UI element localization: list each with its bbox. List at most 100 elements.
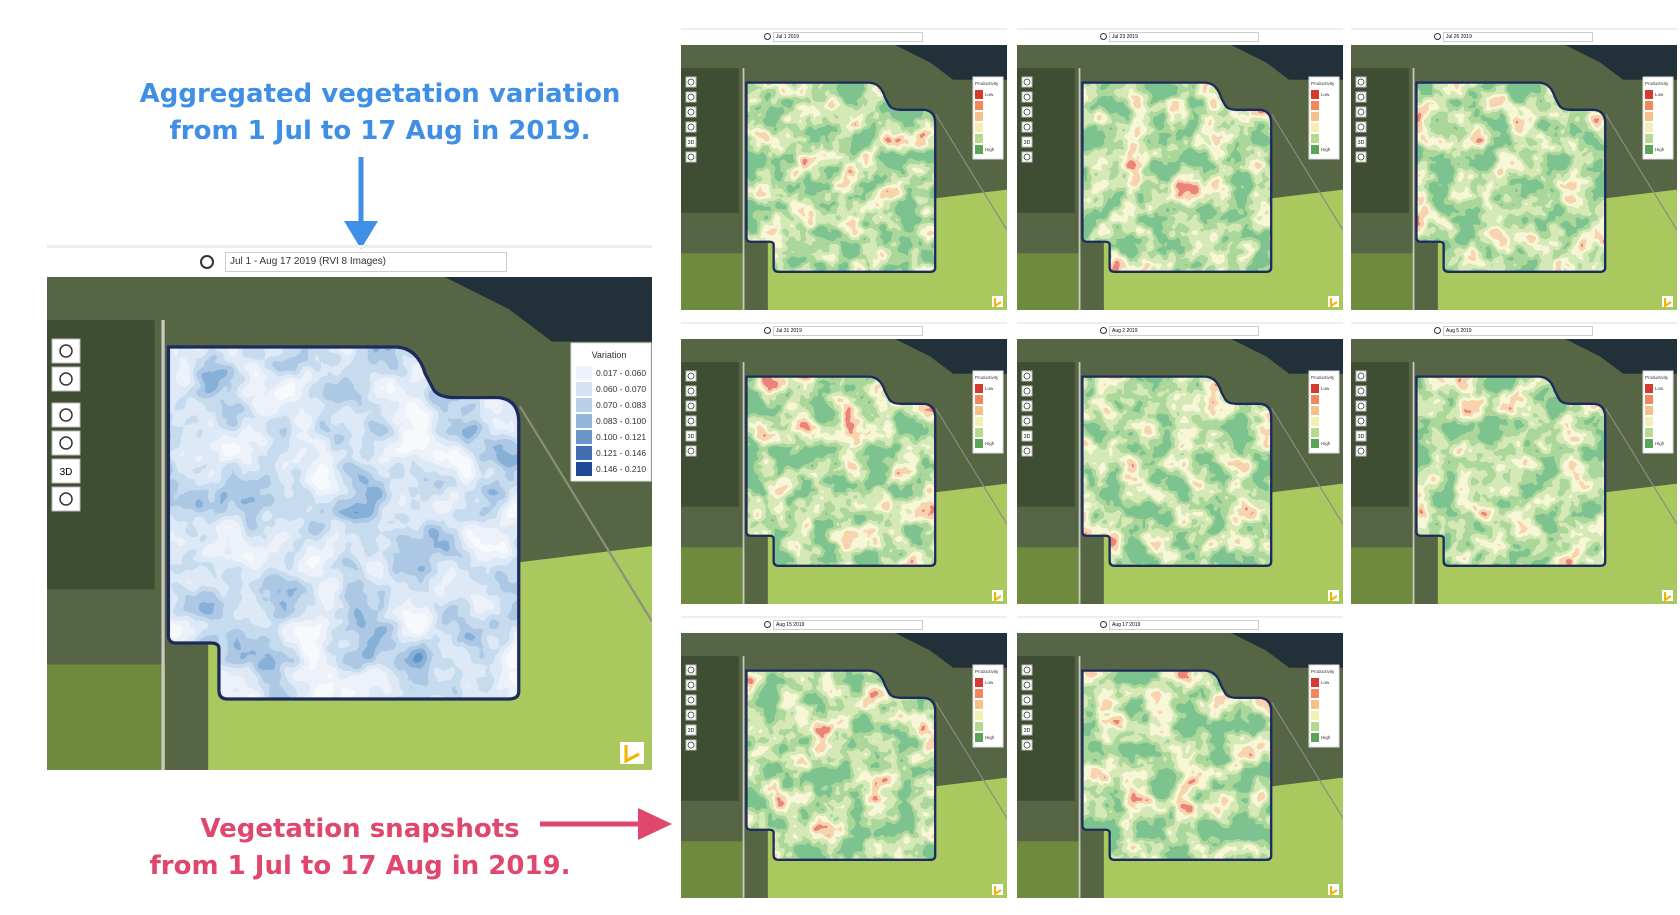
snapshot-search: Aug 17 2019	[1017, 618, 1343, 633]
map-control[interactable]	[1355, 136, 1367, 148]
map-control[interactable]	[1355, 91, 1367, 103]
map: 3D Productivity Low High	[1017, 633, 1343, 898]
legend-low: Low	[1321, 680, 1330, 685]
legend-swatch	[576, 462, 592, 476]
field-fill	[746, 82, 936, 272]
map-control[interactable]	[1021, 151, 1033, 163]
control-icon	[687, 93, 695, 101]
field-fill	[1082, 670, 1272, 860]
snapshot: Jul 31 2019 3D Productivity Low High	[681, 322, 1007, 604]
map-control[interactable]	[51, 402, 81, 428]
map-control[interactable]	[1021, 724, 1033, 736]
control-icon	[687, 417, 695, 425]
map-control[interactable]	[685, 430, 697, 442]
map-control[interactable]	[1021, 709, 1033, 721]
map-control[interactable]	[51, 366, 81, 392]
map-control[interactable]	[685, 739, 697, 751]
control-icon	[1023, 681, 1031, 689]
map-control[interactable]	[685, 136, 697, 148]
road	[1271, 702, 1343, 819]
map-control[interactable]	[1355, 400, 1367, 412]
map-layer	[1351, 45, 1677, 310]
map-control[interactable]	[51, 486, 81, 512]
map-control[interactable]	[685, 694, 697, 706]
map-control[interactable]	[1355, 151, 1367, 163]
map-control[interactable]	[1021, 694, 1033, 706]
legend: Variation 0.017 - 0.060 0.060 - 0.070 0.070…	[570, 342, 652, 482]
snapshot-header-line	[681, 322, 1007, 324]
search-box: Jul 23 2019	[1109, 32, 1259, 42]
map-control[interactable]	[1021, 739, 1033, 751]
legend-swatch	[975, 722, 983, 731]
annotation-line: Vegetation snapshots	[200, 814, 520, 844]
map-control[interactable]	[1021, 400, 1033, 412]
legend-swatch	[1645, 417, 1653, 426]
map-control[interactable]	[685, 370, 697, 382]
snapshot-search: Aug 15 2019	[681, 618, 1007, 633]
legend-swatch	[1645, 406, 1653, 415]
map-control[interactable]	[685, 121, 697, 133]
map-control[interactable]	[1021, 415, 1033, 427]
map-control[interactable]	[1355, 76, 1367, 88]
map-control[interactable]	[1355, 121, 1367, 133]
map-control[interactable]	[1021, 430, 1033, 442]
map-control[interactable]	[1355, 385, 1367, 397]
control-icon	[1023, 153, 1031, 161]
map-control[interactable]	[685, 106, 697, 118]
control-icon	[1357, 372, 1365, 380]
legend-swatch	[1311, 711, 1319, 720]
road	[935, 408, 1007, 525]
legend-swatch	[576, 366, 592, 380]
field-boundary	[1081, 81, 1273, 273]
map-control[interactable]	[1021, 91, 1033, 103]
map-control[interactable]	[685, 709, 697, 721]
control-icon	[1023, 123, 1031, 131]
map-control[interactable]	[1021, 76, 1033, 88]
map-control[interactable]	[1355, 415, 1367, 427]
bing-logo	[992, 296, 1003, 307]
map-control[interactable]	[51, 458, 81, 484]
map-control[interactable]	[1021, 121, 1033, 133]
bing-mark	[994, 298, 1002, 308]
water	[895, 45, 1007, 80]
map-control[interactable]	[685, 724, 697, 736]
map-control[interactable]	[685, 445, 697, 457]
crop-field	[1017, 253, 1081, 310]
map-control[interactable]	[51, 430, 81, 456]
legend-swatch	[1645, 123, 1653, 132]
legend-high: High	[1655, 147, 1665, 152]
map-control[interactable]	[1021, 106, 1033, 118]
map-control[interactable]	[685, 664, 697, 676]
map-control[interactable]	[685, 415, 697, 427]
map-control[interactable]	[685, 385, 697, 397]
map-control[interactable]	[685, 679, 697, 691]
legend-swatch	[1311, 439, 1319, 448]
control-icon	[1023, 93, 1031, 101]
field-texture	[1416, 376, 1606, 566]
map-control[interactable]	[1355, 430, 1367, 442]
field-texture	[1082, 82, 1272, 272]
map-control[interactable]	[1021, 385, 1033, 397]
bing-logo	[1328, 884, 1339, 895]
legend-swatch	[975, 733, 983, 742]
control-icon	[1357, 93, 1365, 101]
control-icon	[687, 666, 695, 674]
map-control[interactable]	[1021, 370, 1033, 382]
legend-swatch	[1311, 733, 1319, 742]
map-control[interactable]	[685, 400, 697, 412]
control-icon	[1023, 696, 1031, 704]
map-control[interactable]	[1021, 136, 1033, 148]
map-control[interactable]	[1021, 664, 1033, 676]
map-control[interactable]	[1021, 679, 1033, 691]
map-control[interactable]	[1021, 445, 1033, 457]
map-control[interactable]	[1355, 445, 1367, 457]
map-control[interactable]	[685, 151, 697, 163]
map-control[interactable]	[685, 91, 697, 103]
snapshot: Aug 5 2019 3D Productivity Low High	[1351, 322, 1677, 604]
map-control[interactable]	[685, 76, 697, 88]
map-control[interactable]	[1355, 106, 1367, 118]
control-icon	[687, 153, 695, 161]
legend-swatch	[975, 417, 983, 426]
map-control[interactable]	[1355, 370, 1367, 382]
map-control[interactable]	[51, 338, 81, 364]
